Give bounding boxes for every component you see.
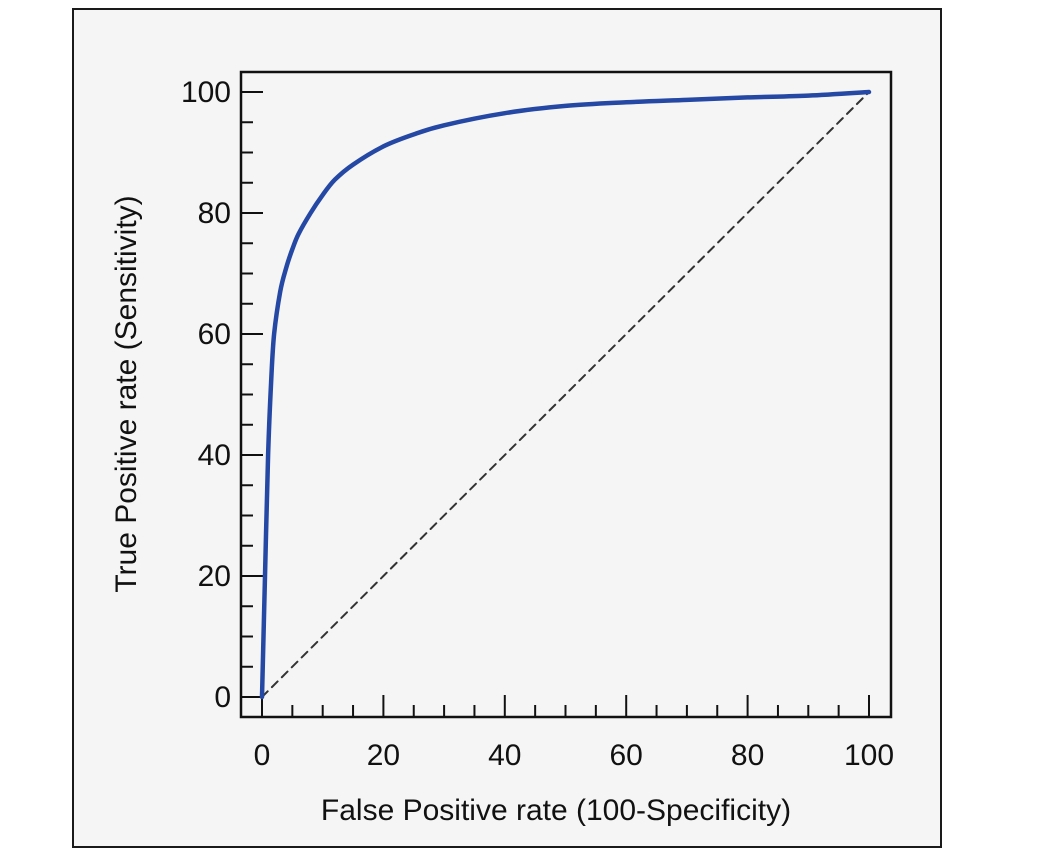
y-tick-label: 60	[198, 318, 231, 351]
x-tick-label: 40	[488, 739, 521, 772]
tick-labels: 0 20 40 60 80 100 0 20 40 60 80 100	[181, 76, 894, 772]
x-tick-label: 0	[254, 739, 271, 772]
x-tick-label: 60	[610, 739, 643, 772]
series-layer	[259, 89, 872, 700]
axis-ticks	[241, 91, 870, 717]
y-tick-label: 0	[214, 681, 231, 714]
y-tick-label: 20	[198, 560, 231, 593]
chart-frame: 0 20 40 60 80 100 0 20 40 60 80 100 False Positive …	[72, 8, 942, 848]
x-tick-label: 100	[844, 739, 894, 772]
roc-chart: 0 20 40 60 80 100 0 20 40 60 80 100 False Positive …	[110, 70, 894, 827]
x-tick-label: 80	[731, 739, 764, 772]
diagonal-reference-line	[261, 91, 870, 698]
y-tick-label: 40	[198, 439, 231, 472]
y-tick-label: 100	[181, 76, 231, 109]
roc-curve	[259, 89, 872, 700]
y-axis-title: True Positive rate (Sensitivity)	[110, 195, 143, 592]
x-axis-title: False Positive rate (100-Specificity)	[321, 794, 791, 827]
y-tick-label: 80	[198, 197, 231, 230]
x-tick-label: 20	[367, 739, 400, 772]
